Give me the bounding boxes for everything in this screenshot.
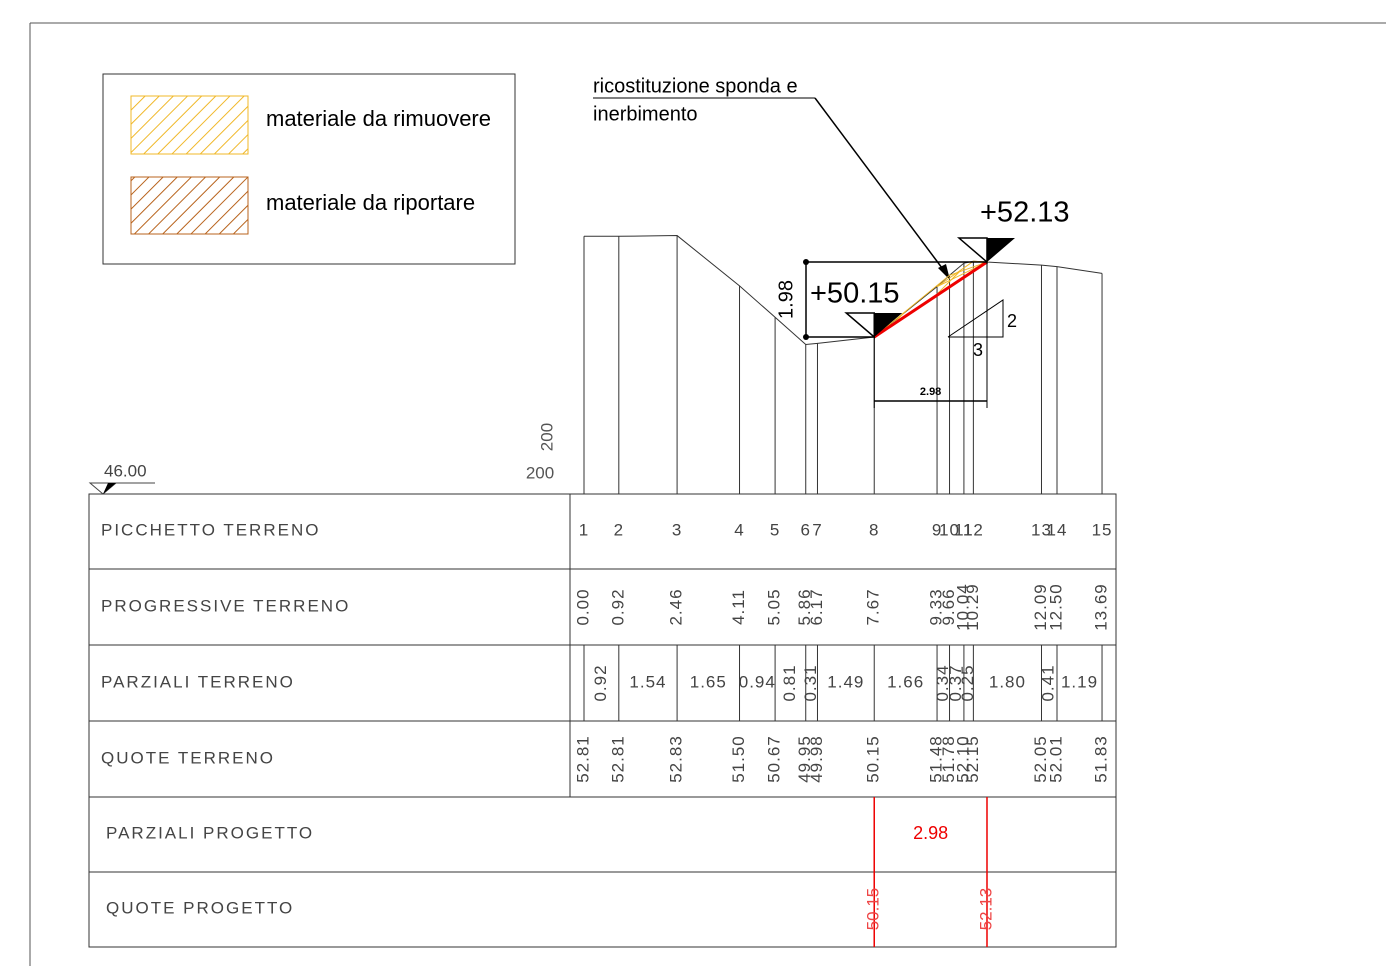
table-grid bbox=[88, 493, 1117, 948]
progressive: 9.66 bbox=[939, 588, 958, 625]
row-label: QUOTE PROGETTO bbox=[106, 898, 294, 917]
slope-label: 2 bbox=[1007, 311, 1017, 331]
picchetto: 10 bbox=[939, 520, 960, 539]
leader bbox=[814, 97, 949, 277]
picchetto: 13 bbox=[1031, 520, 1052, 539]
picchetto: 15 bbox=[1092, 520, 1113, 539]
legend-label: materiale da riportare bbox=[266, 190, 475, 215]
parziale: 0.92 bbox=[591, 664, 610, 701]
project-line bbox=[873, 260, 988, 339]
legend-swatch bbox=[130, 176, 249, 235]
legend-box bbox=[102, 73, 516, 265]
progressive: 7.67 bbox=[864, 588, 883, 625]
datum-marker bbox=[103, 483, 116, 494]
parziale: 0.25 bbox=[958, 664, 977, 701]
elev-marker bbox=[844, 312, 875, 339]
quota: 51.48 bbox=[927, 735, 946, 783]
project-quota: 52.13 bbox=[976, 888, 995, 931]
parziale: 1.19 bbox=[1061, 672, 1098, 691]
width-dim: 2.98 bbox=[920, 386, 941, 398]
project-parziale: 2.98 bbox=[913, 823, 948, 843]
progressive: 10.29 bbox=[963, 583, 982, 631]
picchetto: 12 bbox=[963, 520, 984, 539]
elev-marker bbox=[874, 312, 903, 337]
parziale: 0.41 bbox=[1039, 664, 1058, 701]
picchetto: 2 bbox=[614, 520, 624, 539]
parziale: 1.49 bbox=[827, 672, 864, 691]
picchetto: 7 bbox=[812, 520, 822, 539]
height-dim: 1.98 bbox=[775, 280, 797, 319]
parziale: 1.80 bbox=[989, 672, 1026, 691]
quota: 52.15 bbox=[963, 735, 982, 783]
picchetto: 1 bbox=[579, 520, 589, 539]
elevation: +50.15 bbox=[810, 278, 900, 310]
progressive: 9.33 bbox=[927, 588, 946, 625]
arrow bbox=[938, 264, 950, 280]
scale-label: 200 bbox=[537, 423, 556, 451]
picchetto: 11 bbox=[954, 520, 974, 539]
legend-label: materiale da rimuovere bbox=[266, 106, 491, 131]
annotation: ricostituzione sponda e bbox=[593, 75, 798, 97]
quota: 52.01 bbox=[1046, 735, 1065, 783]
picchetto: 14 bbox=[1047, 520, 1068, 539]
picchetto: 9 bbox=[932, 520, 942, 539]
dim-dot bbox=[803, 333, 809, 340]
quota: 50.67 bbox=[765, 735, 784, 783]
elev-marker bbox=[986, 238, 1015, 263]
elevation: +52.13 bbox=[980, 197, 1070, 229]
row-label: PARZIALI TERRENO bbox=[101, 672, 295, 691]
project-quota: 50.15 bbox=[864, 888, 883, 931]
quota: 52.83 bbox=[667, 735, 686, 783]
progressive: 0.92 bbox=[608, 588, 627, 625]
scale-label: 200 bbox=[526, 463, 554, 482]
parziale: 0.37 bbox=[946, 664, 965, 701]
quota: 51.50 bbox=[729, 735, 748, 783]
progressive: 2.46 bbox=[667, 588, 686, 625]
parziale: 0.31 bbox=[801, 664, 820, 701]
parziale: 1.66 bbox=[887, 672, 924, 691]
parziale: 0.34 bbox=[933, 664, 952, 701]
progressive: 12.50 bbox=[1046, 583, 1065, 631]
quota: 52.05 bbox=[1031, 735, 1050, 783]
datum: 46.00 bbox=[104, 461, 147, 480]
progressive: 10.04 bbox=[953, 583, 972, 631]
legend-swatch bbox=[130, 95, 249, 155]
annotation: inerbimento bbox=[593, 103, 698, 125]
row-label: PROGRESSIVE TERRENO bbox=[101, 596, 350, 615]
parziale: 1.54 bbox=[629, 672, 666, 691]
progressive: 6.17 bbox=[807, 588, 826, 625]
quota: 50.15 bbox=[864, 735, 883, 783]
progressive: 0.00 bbox=[573, 588, 592, 625]
picchetto: 3 bbox=[672, 520, 682, 539]
row-label: PICCHETTO TERRENO bbox=[101, 520, 320, 539]
slope-triangle bbox=[947, 299, 1004, 338]
slope-label: 3 bbox=[973, 340, 983, 360]
progressive: 4.11 bbox=[729, 589, 748, 625]
elev-marker bbox=[956, 237, 988, 264]
parziale: 1.65 bbox=[690, 672, 727, 691]
quota: 52.81 bbox=[573, 735, 592, 783]
quota: 49.95 bbox=[795, 735, 814, 783]
parziale: 0.81 bbox=[780, 664, 799, 701]
progressive: 12.09 bbox=[1031, 583, 1050, 631]
progressive: 13.69 bbox=[1092, 583, 1111, 631]
quota: 52.81 bbox=[608, 735, 627, 783]
parziale: 0.94 bbox=[739, 672, 776, 691]
row-label: QUOTE TERRENO bbox=[101, 748, 275, 767]
progressive: 5.05 bbox=[765, 588, 784, 625]
picchetto: 6 bbox=[801, 520, 811, 539]
quota: 52.10 bbox=[953, 735, 972, 783]
dim-dot bbox=[803, 259, 809, 266]
quota: 51.78 bbox=[939, 735, 958, 783]
picchetto: 4 bbox=[734, 520, 744, 539]
picchetto: 8 bbox=[869, 520, 879, 539]
row-label: PARZIALI PROGETTO bbox=[106, 823, 314, 842]
picchetto: 5 bbox=[770, 520, 780, 539]
quota: 49.98 bbox=[807, 735, 826, 783]
quota: 51.83 bbox=[1092, 735, 1111, 783]
progressive: 5.86 bbox=[795, 588, 814, 625]
